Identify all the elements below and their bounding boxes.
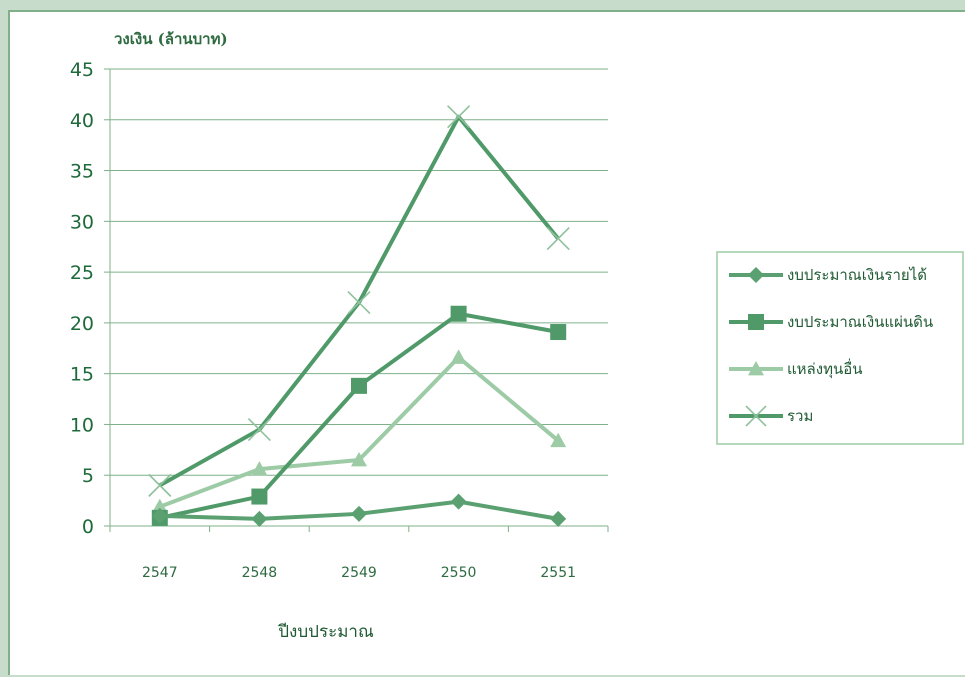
data-point-diamond [251,510,268,527]
x-tick-labels: 2547 2548 2549 2550 2551 [142,565,576,581]
data-point-x [148,473,172,497]
legend-item: งบประมาณเงินรายได้ [729,266,927,284]
y-tick-label: 30 [70,211,94,233]
data-point-square [351,377,367,394]
series-4 [148,105,570,497]
x-tick-label: 2549 [341,565,377,581]
data-point-x [447,105,471,129]
legend-item: แหล่งทุนอื่น [729,358,862,379]
data-point-diamond [550,510,567,527]
y-tick-label: 10 [70,414,94,436]
data-point-diamond [351,505,367,522]
y-tick-label: 15 [70,364,94,386]
data-point-triangle [748,361,764,376]
data-point-x [745,405,767,427]
data-point-x [347,291,371,315]
data-point-diamond [748,267,764,283]
data-point-triangle [450,349,467,364]
legend-item: งบประมาณเงินแผ่นดิน [729,313,933,331]
x-tick-label: 2548 [242,565,278,581]
legend: งบประมาณเงินรายได้งบประมาณเงินแผ่นดินแหล… [716,251,964,445]
series-3 [151,349,567,514]
data-point-diamond [151,507,168,524]
legend-label: งบประมาณเงินแผ่นดิน [787,313,933,331]
series-2 [151,305,567,526]
y-tick-label: 20 [70,313,94,335]
y-tick-label: 45 [70,59,94,81]
y-tick-labels: 0 5 10 15 20 25 30 35 40 45 [70,59,94,538]
y-tick-label: 5 [82,465,94,487]
data-point-triangle [151,498,168,514]
x-axis-title: ปีงบประมาณ [277,622,374,642]
legend-item: รวม [729,405,813,427]
data-point-x [247,417,271,442]
series-line [159,311,559,520]
line-chart: วงเงิน (ล้านบาท) 0 5 10 15 20 25 30 35 40 45 2547… [70,30,964,642]
series-group [148,105,570,527]
x-tick-label: 2550 [441,565,477,581]
data-point-square [550,324,567,341]
data-point-diamond [450,493,467,510]
legend-label: งบประมาณเงินรายได้ [787,266,927,284]
x-tick-label: 2547 [142,565,178,581]
y-axis-title: วงเงิน (ล้านบาท) [114,30,228,48]
legend-box [716,251,964,445]
series-1 [151,493,567,527]
x-tick-label: 2551 [540,565,576,581]
legend-label: แหล่งทุนอื่น [787,358,862,379]
data-point-square [748,314,764,330]
data-point-x [546,227,570,251]
axes [104,68,609,532]
y-tick-label: 25 [70,262,94,284]
data-point-triangle [251,461,268,476]
data-point-square [251,488,268,505]
chart-frame: วงเงิน (ล้านบาท) 0 5 10 15 20 25 30 35 40 45 2547… [8,10,965,675]
gridlines [110,68,608,476]
series-line [158,114,560,488]
y-tick-label: 0 [82,516,94,538]
y-tick-label: 40 [70,110,94,132]
data-point-triangle [550,432,567,448]
data-point-square [450,305,467,322]
data-point-triangle [351,451,367,467]
legend-label: รวม [787,407,813,425]
y-tick-label: 35 [70,161,94,183]
